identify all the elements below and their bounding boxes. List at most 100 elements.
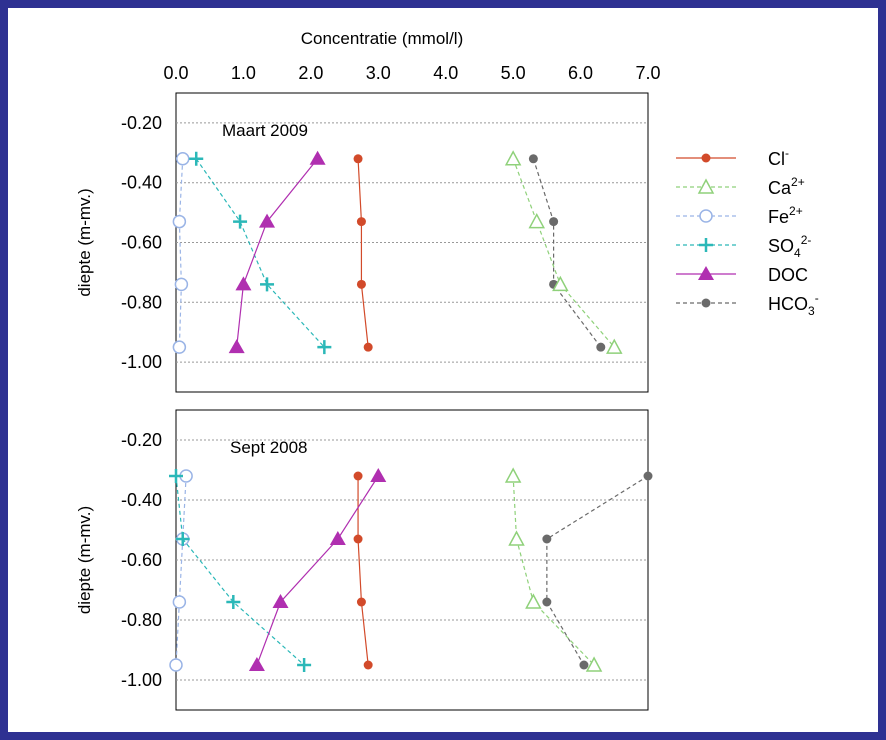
data-point-ca (528, 212, 545, 229)
legend-marker-fe (699, 209, 713, 223)
y-tick-label: -0.60 (121, 550, 162, 570)
series-line-cl (357, 158, 369, 348)
legend-item-doc: DOC (676, 265, 808, 285)
legend-marker-cl (701, 153, 711, 163)
data-point-ca (585, 656, 603, 672)
data-point-ca (525, 593, 542, 609)
panel-2: -0.20 -0.40 -0.60 -0.80 -1.00 diepte (m-mv.) S… (75, 409, 653, 711)
series-fe (172, 152, 190, 354)
legend-marker-so4 (699, 238, 713, 252)
data-point-so4 (233, 214, 248, 229)
y-tick-label: -0.20 (121, 113, 162, 133)
data-point-cl (353, 471, 363, 481)
data-point-ca (504, 467, 522, 483)
y-tick-label: -0.20 (121, 430, 162, 450)
legend-label: DOC (768, 265, 808, 285)
data-point-fe (174, 277, 189, 292)
series-cl (353, 471, 373, 670)
legend-label: Cl- (768, 146, 789, 169)
data-point-so4 (189, 151, 204, 166)
data-point-doc (259, 213, 276, 228)
data-point-doc (309, 150, 326, 165)
legend-item-fe: Fe2+ (676, 204, 803, 227)
series-hco3 (542, 471, 653, 670)
series-line-ca (512, 158, 615, 348)
data-point-cl (356, 597, 366, 607)
x-tick-label: 1.0 (231, 63, 256, 83)
data-point-fe (172, 340, 187, 354)
data-point-hco3 (542, 534, 552, 544)
panel-title: Sept 2008 (230, 438, 308, 457)
data-point-cl (363, 660, 373, 670)
data-point-doc (329, 531, 346, 545)
data-point-ca (606, 338, 623, 354)
panels: -0.20 -0.40 -0.60 -0.80 -1.00 diepte (m-mv.) M… (75, 92, 653, 711)
y-axis-label: diepte (m-mv.) (75, 506, 94, 614)
data-point-fe (172, 595, 187, 609)
data-point-doc (228, 339, 245, 354)
data-point-cl (356, 279, 366, 289)
series-line-hco3 (532, 158, 602, 348)
series-line-doc (236, 158, 319, 348)
data-point-so4 (317, 340, 332, 355)
data-point-fe (169, 658, 183, 672)
x-tick-label: 5.0 (501, 63, 526, 83)
y-tick-label: -1.00 (121, 670, 162, 690)
x-tick-label: 6.0 (568, 63, 593, 83)
data-point-doc (370, 468, 387, 482)
legend-item-so4: SO42- (676, 233, 811, 260)
data-point-cl (363, 342, 373, 352)
series-fe (169, 469, 193, 672)
legend-item-ca: Ca2+ (676, 175, 805, 198)
data-point-hco3 (528, 154, 538, 164)
data-point-so4 (260, 277, 275, 292)
data-point-cl (353, 534, 363, 544)
legend: Cl- Ca2+ Fe2+ SO42- DOC HCO3- (676, 146, 819, 318)
y-tick-label: -0.80 (121, 610, 162, 630)
series-ca (504, 467, 603, 672)
data-point-cl (356, 217, 366, 227)
legend-label: SO42- (768, 233, 811, 260)
series-ca (504, 150, 623, 354)
data-point-ca (504, 150, 522, 166)
series-doc (228, 150, 326, 354)
data-point-cl (353, 154, 363, 164)
series-line-doc (256, 475, 379, 666)
series-hco3 (528, 154, 606, 352)
y-tick-label: -0.60 (121, 233, 162, 253)
legend-marker-doc (698, 266, 714, 280)
x-tick-label: 0.0 (163, 63, 188, 83)
legend-item-cl: Cl- (676, 146, 789, 169)
data-point-hco3 (549, 217, 559, 227)
x-tick-label: 4.0 (433, 63, 458, 83)
legend-marker-hco3 (701, 298, 711, 308)
legend-item-hco3: HCO3- (676, 291, 819, 318)
y-tick-label: -0.80 (121, 292, 162, 312)
series-line-ca (512, 475, 595, 666)
data-point-so4 (175, 532, 190, 546)
data-point-doc (272, 594, 289, 608)
x-tick-label: 7.0 (635, 63, 660, 83)
x-tick-labels: 0.0 1.0 2.0 3.0 4.0 5.0 6.0 7.0 (163, 63, 660, 83)
y-tick-label: -0.40 (121, 490, 162, 510)
x-tick-label: 2.0 (298, 63, 323, 83)
legend-label: Fe2+ (768, 204, 803, 227)
data-point-hco3 (542, 597, 552, 607)
series-doc (248, 468, 387, 671)
data-point-so4 (169, 469, 183, 483)
y-axis-label: diepte (m-mv.) (75, 188, 94, 296)
series-line-fe (175, 475, 187, 666)
series-line-fe (178, 158, 184, 348)
data-point-fe (175, 152, 190, 166)
data-point-hco3 (643, 471, 653, 481)
x-axis-label: Concentratie (mmol/l) (301, 29, 464, 48)
data-point-ca (552, 275, 569, 292)
data-point-ca (508, 530, 525, 546)
data-point-fe (172, 214, 187, 229)
series-line-hco3 (546, 475, 649, 666)
y-tick-label: -0.40 (121, 173, 162, 193)
data-point-hco3 (579, 660, 589, 670)
legend-label: Ca2+ (768, 175, 805, 198)
legend-marker-ca (697, 178, 715, 194)
